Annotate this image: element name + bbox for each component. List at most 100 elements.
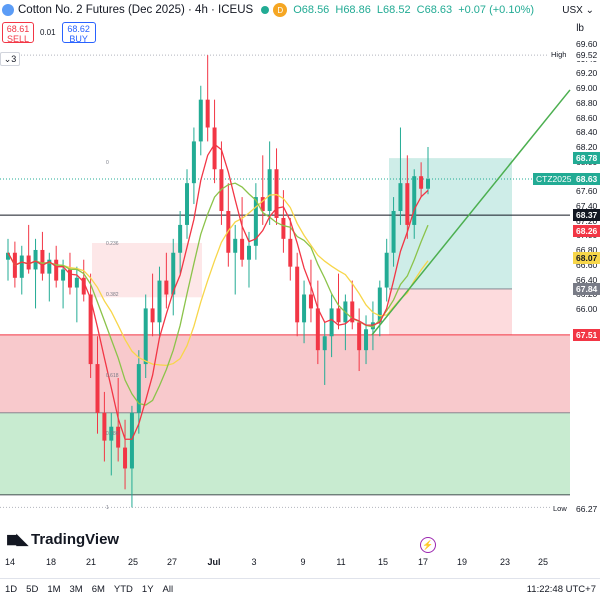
range-3m[interactable]: 3M	[69, 584, 83, 595]
candle-body	[212, 127, 217, 170]
candle-body	[40, 249, 45, 274]
candle-body	[426, 178, 430, 189]
candle-body	[233, 238, 238, 253]
candle-body	[205, 99, 210, 128]
price-tick: 67.60	[576, 186, 598, 197]
fib-level-label: 1	[106, 505, 109, 511]
candle-body	[185, 183, 190, 225]
lightning-icon[interactable]: ⚡	[420, 537, 436, 553]
time-tick: 9	[300, 557, 306, 567]
fib-level-label: 0.786	[106, 431, 119, 437]
candle-body	[19, 255, 24, 278]
candle-body	[116, 426, 121, 448]
price-tick: 69.20	[576, 68, 598, 79]
range-all[interactable]: All	[162, 584, 174, 595]
candle-body	[370, 322, 375, 330]
buy-price: 68.62	[67, 24, 90, 34]
candle-body	[246, 245, 251, 260]
delayed-data-badge[interactable]: D	[273, 3, 288, 17]
symbol-icon[interactable]	[2, 4, 14, 16]
candle-body	[267, 169, 272, 211]
time-tick: 17	[417, 557, 429, 567]
clock[interactable]: 11:22:48 UTC+7	[526, 584, 596, 595]
candle-body	[61, 269, 66, 281]
range-1d[interactable]: 1D	[5, 584, 18, 595]
candle-body	[405, 183, 410, 225]
candle-body	[88, 294, 93, 365]
time-tick: Jul	[207, 557, 221, 567]
trade-panel: 68.61 SELL 0.01 68.62 BUY	[2, 22, 96, 44]
price-tick: 68.80	[576, 97, 598, 108]
range-1y[interactable]: 1Y	[141, 584, 154, 595]
candle-body	[364, 329, 369, 351]
candle-body	[157, 280, 162, 323]
candle-body	[274, 169, 279, 218]
red-supply-zone	[0, 334, 570, 413]
bottom-toolbar: 1D 5D 1M 3M 6M YTD 1Y All 11:22:48 UTC+7	[0, 578, 600, 600]
candle-body	[109, 426, 114, 441]
range-5d[interactable]: 5D	[26, 584, 39, 595]
low-tag: Low	[550, 503, 570, 515]
high-value: H68.86	[335, 4, 371, 16]
candle-body	[295, 266, 300, 323]
candle-body	[288, 238, 293, 267]
range-ytd[interactable]: YTD	[113, 584, 133, 595]
time-tick: 15	[377, 557, 389, 567]
candle-body	[350, 301, 355, 323]
candle-body	[329, 308, 334, 337]
candle-body	[384, 252, 389, 288]
spread-value: 0.01	[40, 28, 56, 37]
candle-body	[143, 308, 148, 365]
sell-button[interactable]: 68.61 SELL	[2, 22, 34, 44]
ohlc-values: O68.56 H68.86 L68.52 C68.63 +0.07 (+0.10…	[293, 4, 537, 16]
candle-body	[150, 308, 155, 323]
candle-body	[322, 336, 327, 351]
change-value: +0.07 (+0.10%)	[458, 4, 535, 16]
candle-body	[33, 249, 38, 270]
currency-selector[interactable]: USX ⌄	[562, 5, 594, 16]
red-ma-label: 68.26	[573, 225, 600, 237]
range-6m[interactable]: 6M	[91, 584, 105, 595]
price-tick: 68.40	[576, 127, 598, 138]
low-price-label: 66.27	[573, 503, 600, 515]
fib-level-label: 0.382	[106, 292, 119, 298]
take-profit-label: 68.78	[573, 152, 600, 164]
candle-body	[281, 217, 286, 239]
price-tick: 66.80	[576, 245, 598, 256]
sell-label: SELL	[6, 34, 30, 44]
candle-body	[315, 308, 320, 351]
indicators-collapse-button[interactable]: ⌄ 3	[0, 52, 20, 66]
candle-body	[54, 259, 59, 281]
time-tick: 23	[499, 557, 511, 567]
price-tick: 68.60	[576, 112, 598, 123]
candle-body	[81, 277, 86, 295]
price-tick: 68.20	[576, 142, 598, 153]
sell-price: 68.61	[6, 24, 30, 34]
stop-loss-label: 67.84	[573, 283, 600, 295]
tradingview-logo[interactable]: ◼◣ TradingView	[6, 530, 119, 549]
time-tick: 18	[45, 557, 57, 567]
candle-body	[357, 322, 362, 351]
open-value: O68.56	[293, 4, 330, 16]
market-status-dot[interactable]	[261, 6, 270, 14]
candle-body	[178, 224, 183, 253]
price-tick: 67.40	[576, 201, 598, 212]
chart-header: Cotton No. 2 Futures (Dec 2025) · 4h · I…	[0, 0, 537, 20]
time-tick: 25	[537, 557, 549, 567]
high-price-label: 69.52	[573, 49, 600, 61]
fib-level-label: 0	[106, 160, 109, 166]
buy-button[interactable]: 68.62 BUY	[61, 22, 96, 44]
currency-label: USX	[562, 5, 583, 16]
indicator-count: 3	[11, 54, 17, 64]
unit-label[interactable]: lb	[576, 23, 584, 34]
tradingview-logo-icon: ◼◣	[6, 531, 28, 548]
candle-body	[67, 269, 72, 288]
candle-body	[419, 176, 424, 189]
price-tick: 66.00	[576, 304, 598, 315]
red-ma-line	[7, 143, 429, 440]
candle-body	[95, 364, 100, 413]
candle-body	[198, 99, 203, 142]
symbol-title[interactable]: Cotton No. 2 Futures (Dec 2025) · 4h · I…	[18, 4, 254, 16]
range-1m[interactable]: 1M	[47, 584, 61, 595]
